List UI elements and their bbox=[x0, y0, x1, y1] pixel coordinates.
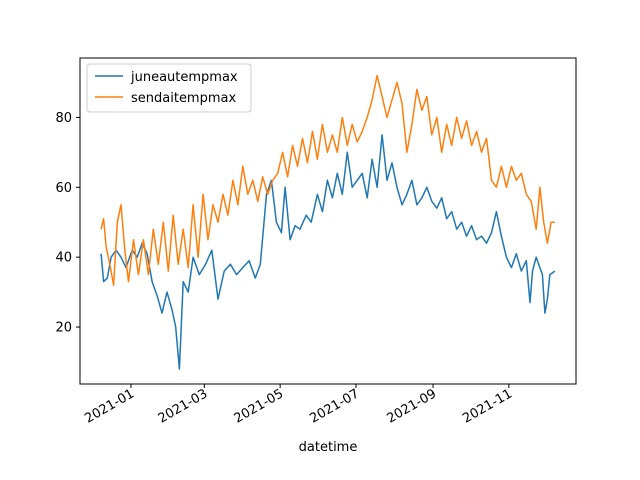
y-tick-label: 80 bbox=[55, 111, 72, 126]
y-tick-label: 20 bbox=[55, 321, 72, 336]
y-tick-label: 40 bbox=[55, 251, 72, 266]
legend-box bbox=[86, 63, 252, 113]
y-axis: 20 40 60 80 bbox=[55, 111, 80, 336]
x-axis-label: datetime bbox=[299, 440, 358, 455]
legend-label-juneautempmax: juneautempmax bbox=[130, 70, 238, 85]
y-tick-label: 60 bbox=[55, 181, 72, 196]
series-line-sendaitempmax bbox=[100, 74, 555, 286]
series-line-juneautempmax bbox=[100, 134, 556, 370]
legend: juneautempmax sendaitempmax bbox=[86, 63, 252, 113]
series-layer bbox=[100, 74, 556, 370]
plot-frame bbox=[79, 57, 577, 385]
legend-label-sendaitempmax: sendaitempmax bbox=[131, 91, 236, 106]
